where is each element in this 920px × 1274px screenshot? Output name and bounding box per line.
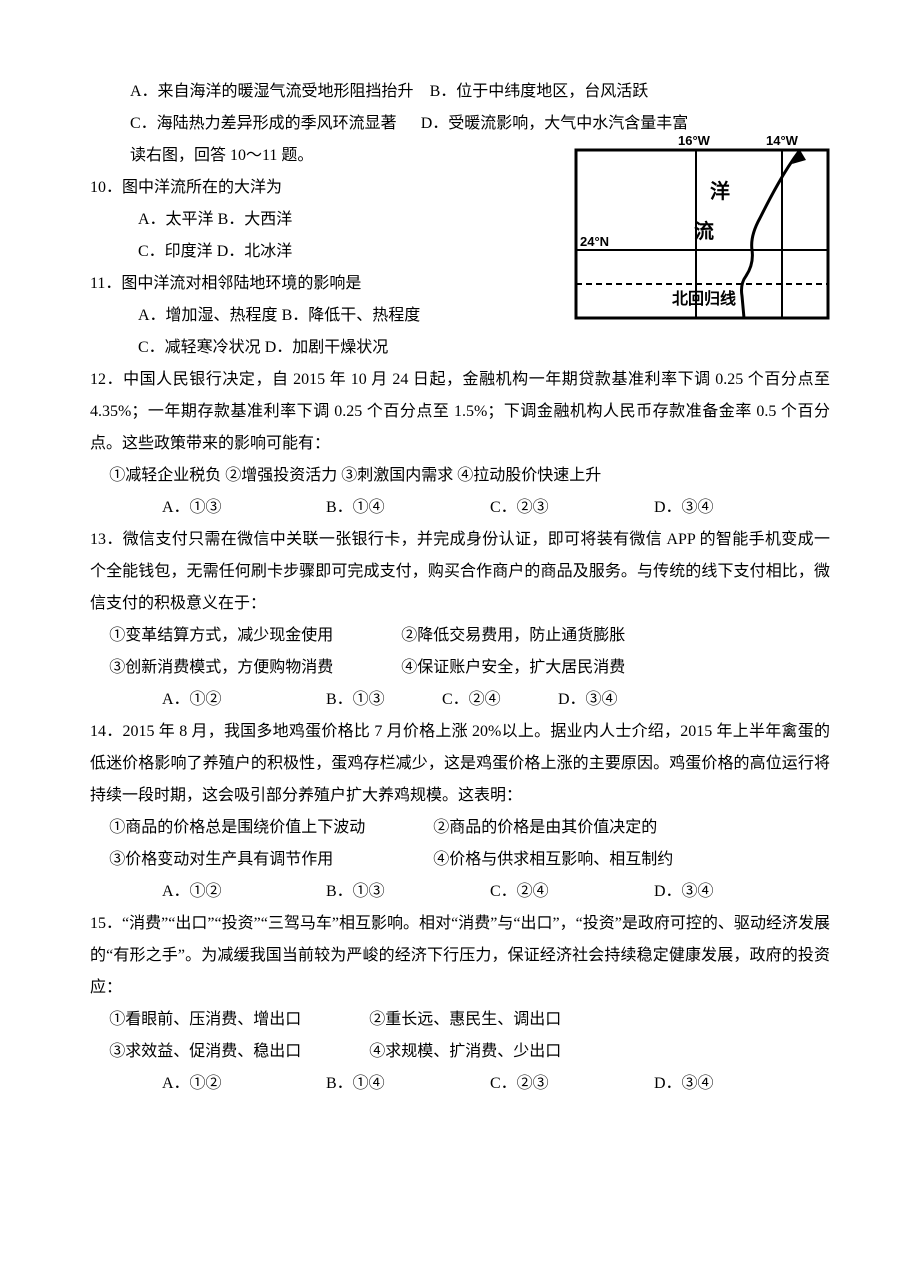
q10-opt-c: C．印度洋	[138, 243, 213, 260]
q15-sub4: ④求规模、扩消费、少出口	[369, 1043, 561, 1060]
q12-sub1: ①减轻企业税负	[109, 467, 221, 484]
q13-sub2: ②降低交易费用，防止通货膨胀	[401, 627, 625, 644]
q11-opt-d: D．加剧干燥状况	[265, 339, 389, 356]
q13-sub1: ①变革结算方式，减少现金使用	[109, 620, 397, 652]
q10-stem: 10．图中洋流所在的大洋为	[90, 172, 560, 204]
q15-opt-b: B．①④	[326, 1068, 486, 1100]
q14-sub4: ④价格与供求相互影响、相互制约	[433, 851, 673, 868]
q12-sub3: ③刺激国内需求	[341, 467, 453, 484]
q11-opt-c: C．减轻寒冷状况	[138, 339, 261, 356]
option-d: D．受暖流影响，大气中水汽含量丰富	[421, 115, 689, 132]
q12-opt-c: C．②③	[490, 492, 650, 524]
q13-opt-b: B．①③	[326, 684, 438, 716]
q14-opt-d: D．③④	[654, 876, 714, 908]
label-liu: 流	[694, 219, 714, 243]
q12-stem: 12．中国人民银行决定，自 2015 年 10 月 24 日起，金融机构一年期贷…	[90, 364, 830, 460]
q13-opt-a: A．①②	[162, 684, 322, 716]
label-tropic: 北回归线	[672, 289, 736, 308]
q10-opt-a: A．太平洋	[138, 211, 214, 228]
q14-stem: 14．2015 年 8 月，我国多地鸡蛋价格比 7 月价格上涨 20%以上。据业…	[90, 716, 830, 812]
q14-sub2: ②商品的价格是由其价值决定的	[433, 819, 657, 836]
q14-sub1: ①商品的价格总是围绕价值上下波动	[109, 812, 429, 844]
q15-opt-c: C．②③	[490, 1068, 650, 1100]
q15-stem: 15．“消费”“出口”“投资”“三驾马车”相互影响。相对“消费”与“出口”，“投…	[90, 908, 830, 1004]
label-14w: 14°W	[766, 136, 799, 148]
q15-sub3: ③求效益、促消费、稳出口	[109, 1036, 365, 1068]
q13-stem: 13．微信支付只需在微信中关联一张银行卡，并完成身份认证，即可将装有微信 APP…	[90, 524, 830, 620]
option-a: A．来自海洋的暖湿气流受地形阻挡抬升	[130, 83, 414, 100]
q13-sub4: ④保证账户安全，扩大居民消费	[401, 659, 625, 676]
q14-opt-c: C．②④	[490, 876, 650, 908]
diagram-svg: 16°W 14°W 24°N 洋 流 北回归线	[574, 136, 830, 320]
q14-opt-b: B．①③	[326, 876, 486, 908]
label-24n: 24°N	[580, 234, 609, 249]
q15-sub1: ①看眼前、压消费、增出口	[109, 1004, 365, 1036]
q14-sub3: ③价格变动对生产具有调节作用	[109, 844, 429, 876]
q12-opt-b: B．①④	[326, 492, 486, 524]
q12-opt-d: D．③④	[654, 492, 714, 524]
option-c: C．海陆热力差异形成的季风环流显著	[130, 115, 397, 132]
q15-opt-d: D．③④	[654, 1068, 714, 1100]
q13-opt-d: D．③④	[558, 684, 618, 716]
q10-opt-b: B．大西洋	[218, 211, 293, 228]
q11-stem: 11．图中洋流对相邻陆地环境的影响是	[90, 268, 560, 300]
ocean-current-diagram: 16°W 14°W 24°N 洋 流 北回归线	[574, 136, 830, 320]
q13-opt-c: C．②④	[442, 684, 554, 716]
q11-opt-b: B．降低干、热程度	[282, 307, 421, 324]
q12-sub4: ④拉动股价快速上升	[457, 467, 601, 484]
label-16w: 16°W	[678, 136, 711, 148]
option-b: B．位于中纬度地区，台风活跃	[430, 83, 649, 100]
q15-sub2: ②重长远、惠民生、调出口	[369, 1011, 561, 1028]
q12-sub2: ②增强投资活力	[225, 467, 337, 484]
q12-opt-a: A．①③	[162, 492, 322, 524]
q13-sub3: ③创新消费模式，方便购物消费	[109, 652, 397, 684]
q10-opt-d: D．北冰洋	[217, 243, 293, 260]
q11-opt-a: A．增加湿、热程度	[138, 307, 278, 324]
label-yang: 洋	[710, 179, 730, 203]
intro-text: 读右图，回答 10～11 题。	[130, 147, 313, 164]
q15-opt-a: A．①②	[162, 1068, 322, 1100]
q14-opt-a: A．①②	[162, 876, 322, 908]
